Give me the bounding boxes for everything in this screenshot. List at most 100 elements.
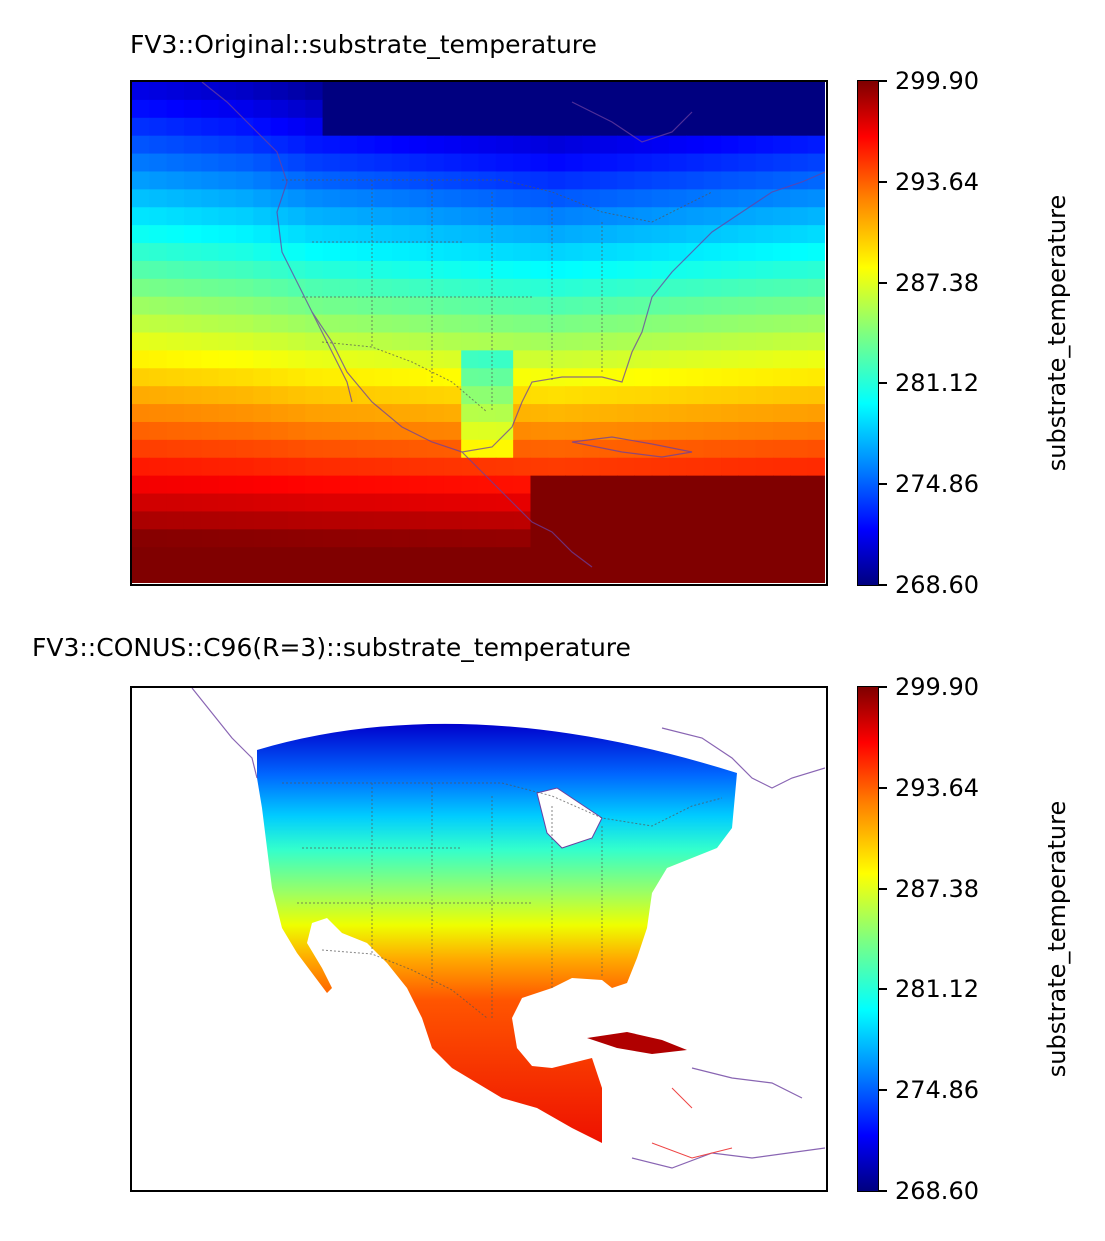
grid-cell xyxy=(426,117,445,137)
grid-cell xyxy=(634,421,653,441)
grid-cell xyxy=(409,82,428,101)
grid-cell xyxy=(738,243,757,262)
grid-cell xyxy=(669,493,687,513)
grid-cell xyxy=(287,207,306,226)
grid-cell xyxy=(270,475,289,495)
grid-cell xyxy=(201,207,220,226)
grid-cell xyxy=(651,296,670,316)
grid-cell xyxy=(790,82,809,101)
grid-cell xyxy=(807,117,825,137)
grid-cell xyxy=(183,99,202,119)
grid-cell xyxy=(530,189,549,208)
grid-cell xyxy=(391,493,410,513)
grid-cell xyxy=(686,565,705,583)
grid-cell xyxy=(755,99,774,119)
grid-cell xyxy=(426,82,445,101)
grid-cell xyxy=(270,260,289,280)
grid-cell xyxy=(166,260,185,280)
grid-cell xyxy=(270,493,289,513)
grid-cell xyxy=(755,404,774,423)
grid-cell xyxy=(409,243,428,262)
grid-cell xyxy=(183,350,202,369)
grid-cell xyxy=(409,529,428,548)
grid-cell xyxy=(478,368,497,387)
grid-cell xyxy=(617,260,636,280)
grid-cell xyxy=(235,82,254,101)
grid-cell xyxy=(166,153,185,173)
grid-cell xyxy=(565,314,584,334)
grid-cell xyxy=(478,207,497,226)
grid-cell xyxy=(322,314,341,334)
grid-cell xyxy=(391,475,410,495)
colorbar-tick-mark xyxy=(879,1089,887,1091)
grid-cell xyxy=(547,386,566,405)
grid-cell xyxy=(738,457,757,477)
grid-cell xyxy=(253,82,272,101)
grid-cell xyxy=(287,243,306,262)
colorbar-tick-label: 281.12 xyxy=(895,369,979,397)
grid-cell xyxy=(634,243,653,262)
grid-cell xyxy=(253,296,272,316)
colorbar-tick-label: 268.60 xyxy=(895,571,979,599)
grid-cell xyxy=(495,386,514,405)
grid-cell xyxy=(357,117,376,137)
grid-cell xyxy=(495,117,514,137)
grid-cell xyxy=(183,457,202,477)
grid-cell xyxy=(201,82,220,101)
grid-cell xyxy=(478,296,497,316)
grid-cell xyxy=(426,278,445,298)
grid-cell xyxy=(807,386,825,405)
grid-cell xyxy=(755,421,774,441)
grid-cell xyxy=(305,153,324,173)
grid-cell xyxy=(565,475,584,495)
grid-cell xyxy=(790,404,809,423)
grid-cell xyxy=(339,350,358,369)
grid-cell xyxy=(235,117,254,137)
grid-cell xyxy=(634,493,653,513)
grid-cell xyxy=(599,171,618,190)
grid-cell xyxy=(755,225,774,244)
grid-cell xyxy=(790,565,809,583)
grid-cell xyxy=(426,225,445,244)
grid-cell xyxy=(149,368,168,387)
grid-cell xyxy=(461,99,480,119)
grid-cell xyxy=(443,368,462,387)
grid-cell xyxy=(721,171,739,190)
grid-cell xyxy=(773,332,791,351)
grid-cell xyxy=(166,243,185,262)
grid-cell xyxy=(166,82,185,101)
grid-cell xyxy=(513,493,532,513)
grid-cell xyxy=(703,243,722,262)
grid-cell xyxy=(305,439,324,459)
grid-cell xyxy=(738,171,757,190)
grid-cell xyxy=(721,421,739,441)
grid-cell xyxy=(357,511,376,530)
grid-cell xyxy=(790,475,809,495)
grid-cell xyxy=(703,260,722,280)
grid-cell xyxy=(149,421,168,441)
grid-cell xyxy=(409,99,428,119)
grid-cell xyxy=(374,511,393,530)
grid-cell xyxy=(339,225,358,244)
grid-cell xyxy=(755,207,774,226)
alaska-bc-coastline xyxy=(191,688,258,779)
grid-cell xyxy=(235,368,254,387)
grid-cell xyxy=(357,153,376,173)
grid-cell xyxy=(339,278,358,298)
grid-cell xyxy=(478,135,497,155)
grid-cell xyxy=(201,457,220,477)
grid-cell xyxy=(773,404,791,423)
grid-cell xyxy=(807,207,825,226)
grid-cell xyxy=(755,243,774,262)
north-america-coastline xyxy=(201,82,825,453)
grid-cell xyxy=(478,99,497,119)
grid-cell xyxy=(409,278,428,298)
grid-cell xyxy=(478,117,497,137)
grid-cell xyxy=(582,386,601,405)
grid-cell xyxy=(426,153,445,173)
grid-cell xyxy=(391,243,410,262)
grid-cell xyxy=(513,475,532,495)
grid-cell xyxy=(547,439,566,459)
grid-cell xyxy=(357,207,376,226)
grid-cell xyxy=(773,99,791,119)
